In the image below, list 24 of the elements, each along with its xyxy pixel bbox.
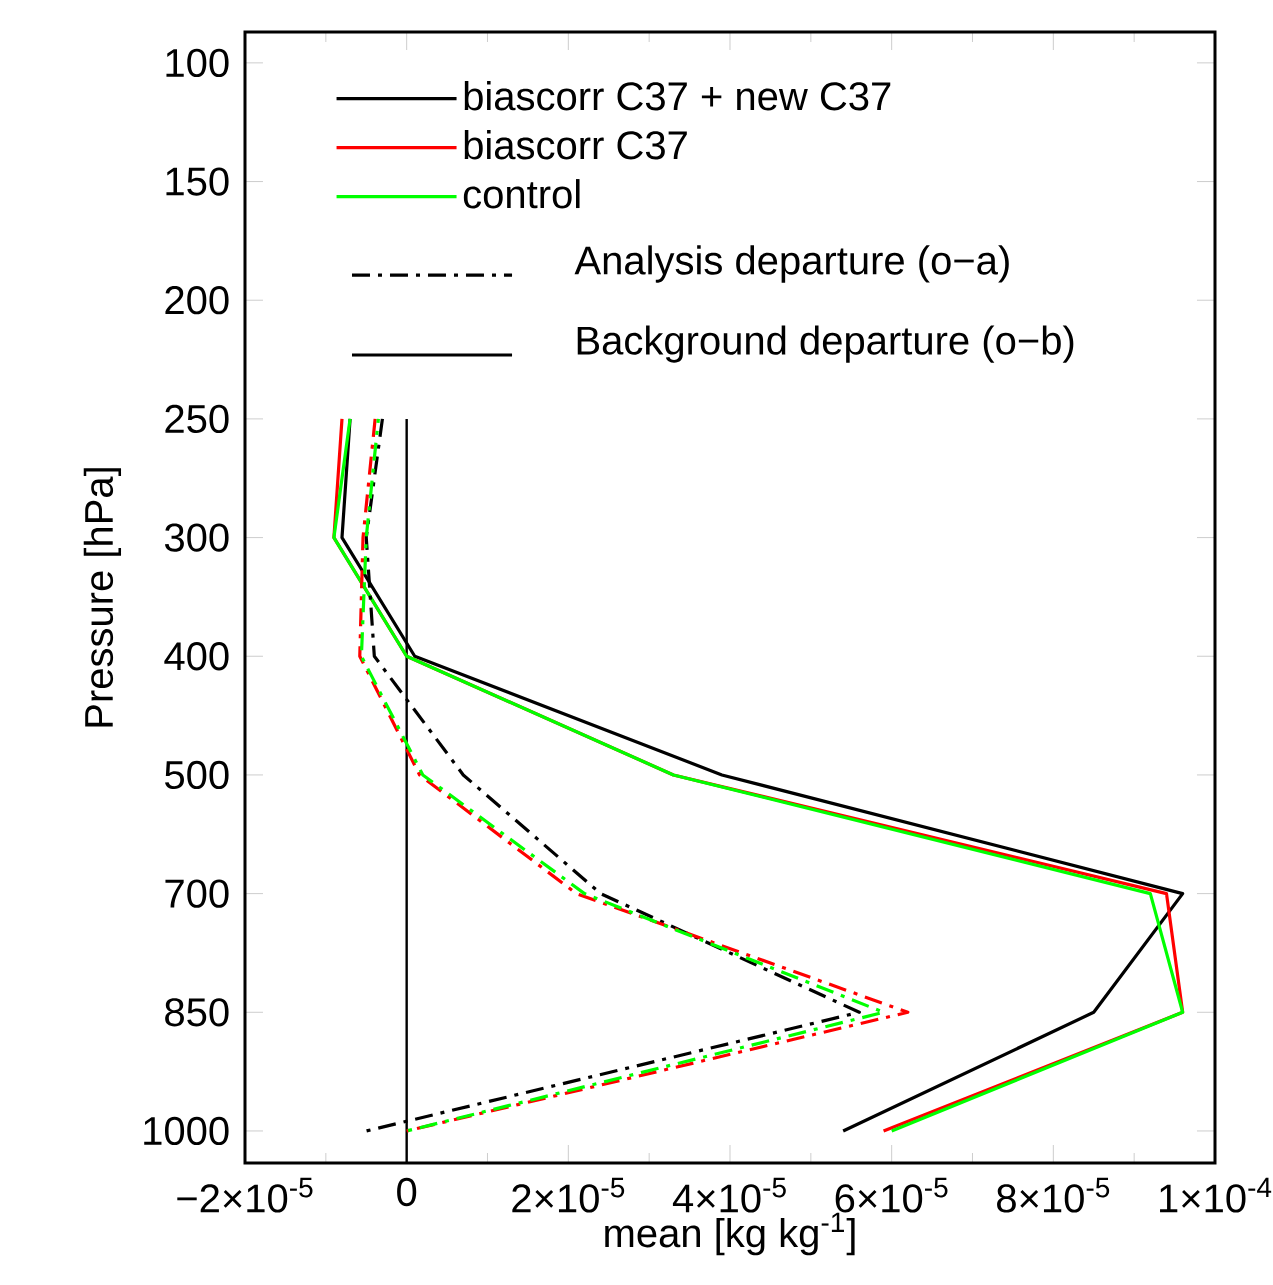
x-tick-label: 8×10$^{-5}$ [997,1177,1110,1213]
x-tick-label: −2×10$^{-5}$ [177,1177,313,1213]
y-tick-label: 500 [165,760,229,790]
y-tick-label: 250 [165,404,229,434]
x-tick-label: 2×10$^{-5}$ [512,1177,625,1213]
x-tick-label: 6×10$^{-5}$ [835,1177,948,1213]
legend-label: biascorr C37 + new C37 [464,81,891,111]
x-tick-label: 0 [397,1177,417,1207]
y-axis-title: Pressure [hPa] [83,468,122,727]
x-tick-label: 1×10$^{-4}$ [1160,1177,1272,1213]
y-tick-label: 200 [165,286,229,315]
y-tick-label: 850 [165,998,229,1027]
y-tick-label: 150 [166,167,229,196]
annotation: Analysis departure (o−a) [574,245,1009,283]
x-axis-title: mean [kg kg$^{-1}$] [605,1212,855,1256]
y-tick-label: 700 [165,879,229,908]
annotation: Background departure (o−b) [577,325,1074,363]
y-tick-label: 1000 [144,1116,229,1146]
y-tick-label: 300 [164,523,229,552]
legend-label: control [463,179,580,209]
x-tick-label: 4×10$^{-5}$ [672,1177,786,1213]
y-tick-label: 400 [164,642,229,671]
y-tick-label: 100 [166,48,229,78]
legend-label: biascorr C37 [464,130,687,160]
